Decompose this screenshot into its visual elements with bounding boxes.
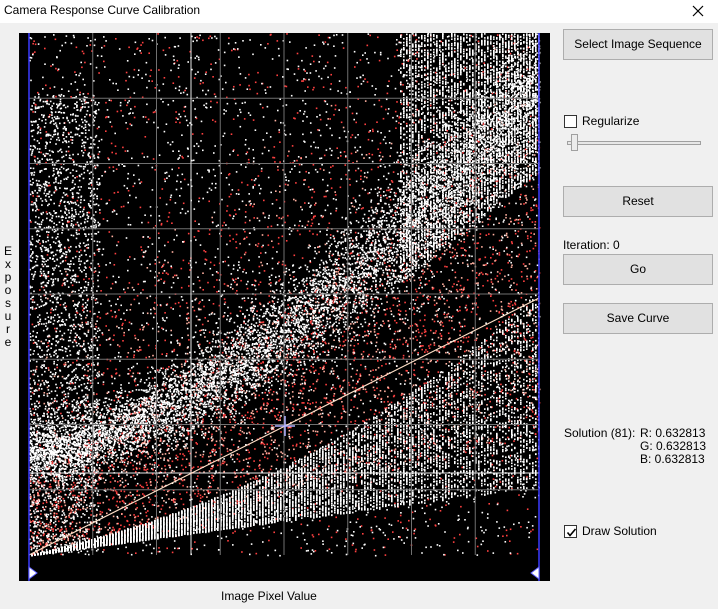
close-icon xyxy=(692,5,704,17)
select-image-sequence-button[interactable]: Select Image Sequence xyxy=(563,29,713,60)
plot-gridlines xyxy=(29,33,539,555)
range-handle-icon[interactable] xyxy=(28,566,38,580)
y-axis-label-letter: u xyxy=(3,310,13,323)
title-bar: Camera Response Curve Calibration xyxy=(0,0,718,23)
window-title: Camera Response Curve Calibration xyxy=(4,3,200,17)
iteration-count: Iteration: 0 xyxy=(563,238,620,252)
x-axis-label: Image Pixel Value xyxy=(221,589,317,603)
y-axis-label-letter: p xyxy=(3,271,13,284)
response-curve-plot[interactable] xyxy=(19,33,550,581)
draw-solution-checkbox[interactable] xyxy=(564,524,577,538)
regularize-checkbox-row[interactable]: Regularize xyxy=(564,114,639,128)
regularize-checkbox[interactable] xyxy=(564,114,577,128)
go-button[interactable]: Go xyxy=(563,254,713,285)
range-handle-icon[interactable] xyxy=(530,566,540,580)
y-axis-label-letter: x xyxy=(3,258,13,271)
y-axis-label-letter: E xyxy=(3,245,13,258)
regularize-label: Regularize xyxy=(582,114,639,128)
solution-b-value: B: 0.632813 xyxy=(640,452,705,466)
save-curve-button[interactable]: Save Curve xyxy=(563,303,713,334)
y-axis-label-letter: o xyxy=(3,284,13,297)
solution-label: Solution (81): xyxy=(564,426,635,440)
draw-solution-checkbox-row[interactable]: Draw Solution xyxy=(564,524,657,538)
plot-canvas[interactable] xyxy=(19,33,550,581)
crosshair-lines xyxy=(29,33,539,555)
y-axis-label-letter: r xyxy=(3,323,13,336)
solution-g-value: G: 0.632813 xyxy=(640,439,706,453)
range-handles[interactable] xyxy=(28,566,540,580)
slider-thumb[interactable] xyxy=(571,134,578,151)
scatter-points-red xyxy=(29,33,541,556)
crosshair-cursor-icon xyxy=(275,416,295,436)
y-axis-label-letter: e xyxy=(3,336,13,349)
close-button[interactable] xyxy=(678,0,718,23)
reset-button[interactable]: Reset xyxy=(563,186,713,217)
solution-r-value: R: 0.632813 xyxy=(640,426,705,440)
y-axis-label-letter: s xyxy=(3,297,13,310)
regularize-slider[interactable] xyxy=(563,133,701,153)
range-boundary-lines[interactable] xyxy=(28,33,540,581)
slider-track xyxy=(567,141,701,145)
scatter-points-white xyxy=(29,33,541,557)
draw-solution-label: Draw Solution xyxy=(582,524,657,538)
check-mark-icon xyxy=(566,527,577,537)
